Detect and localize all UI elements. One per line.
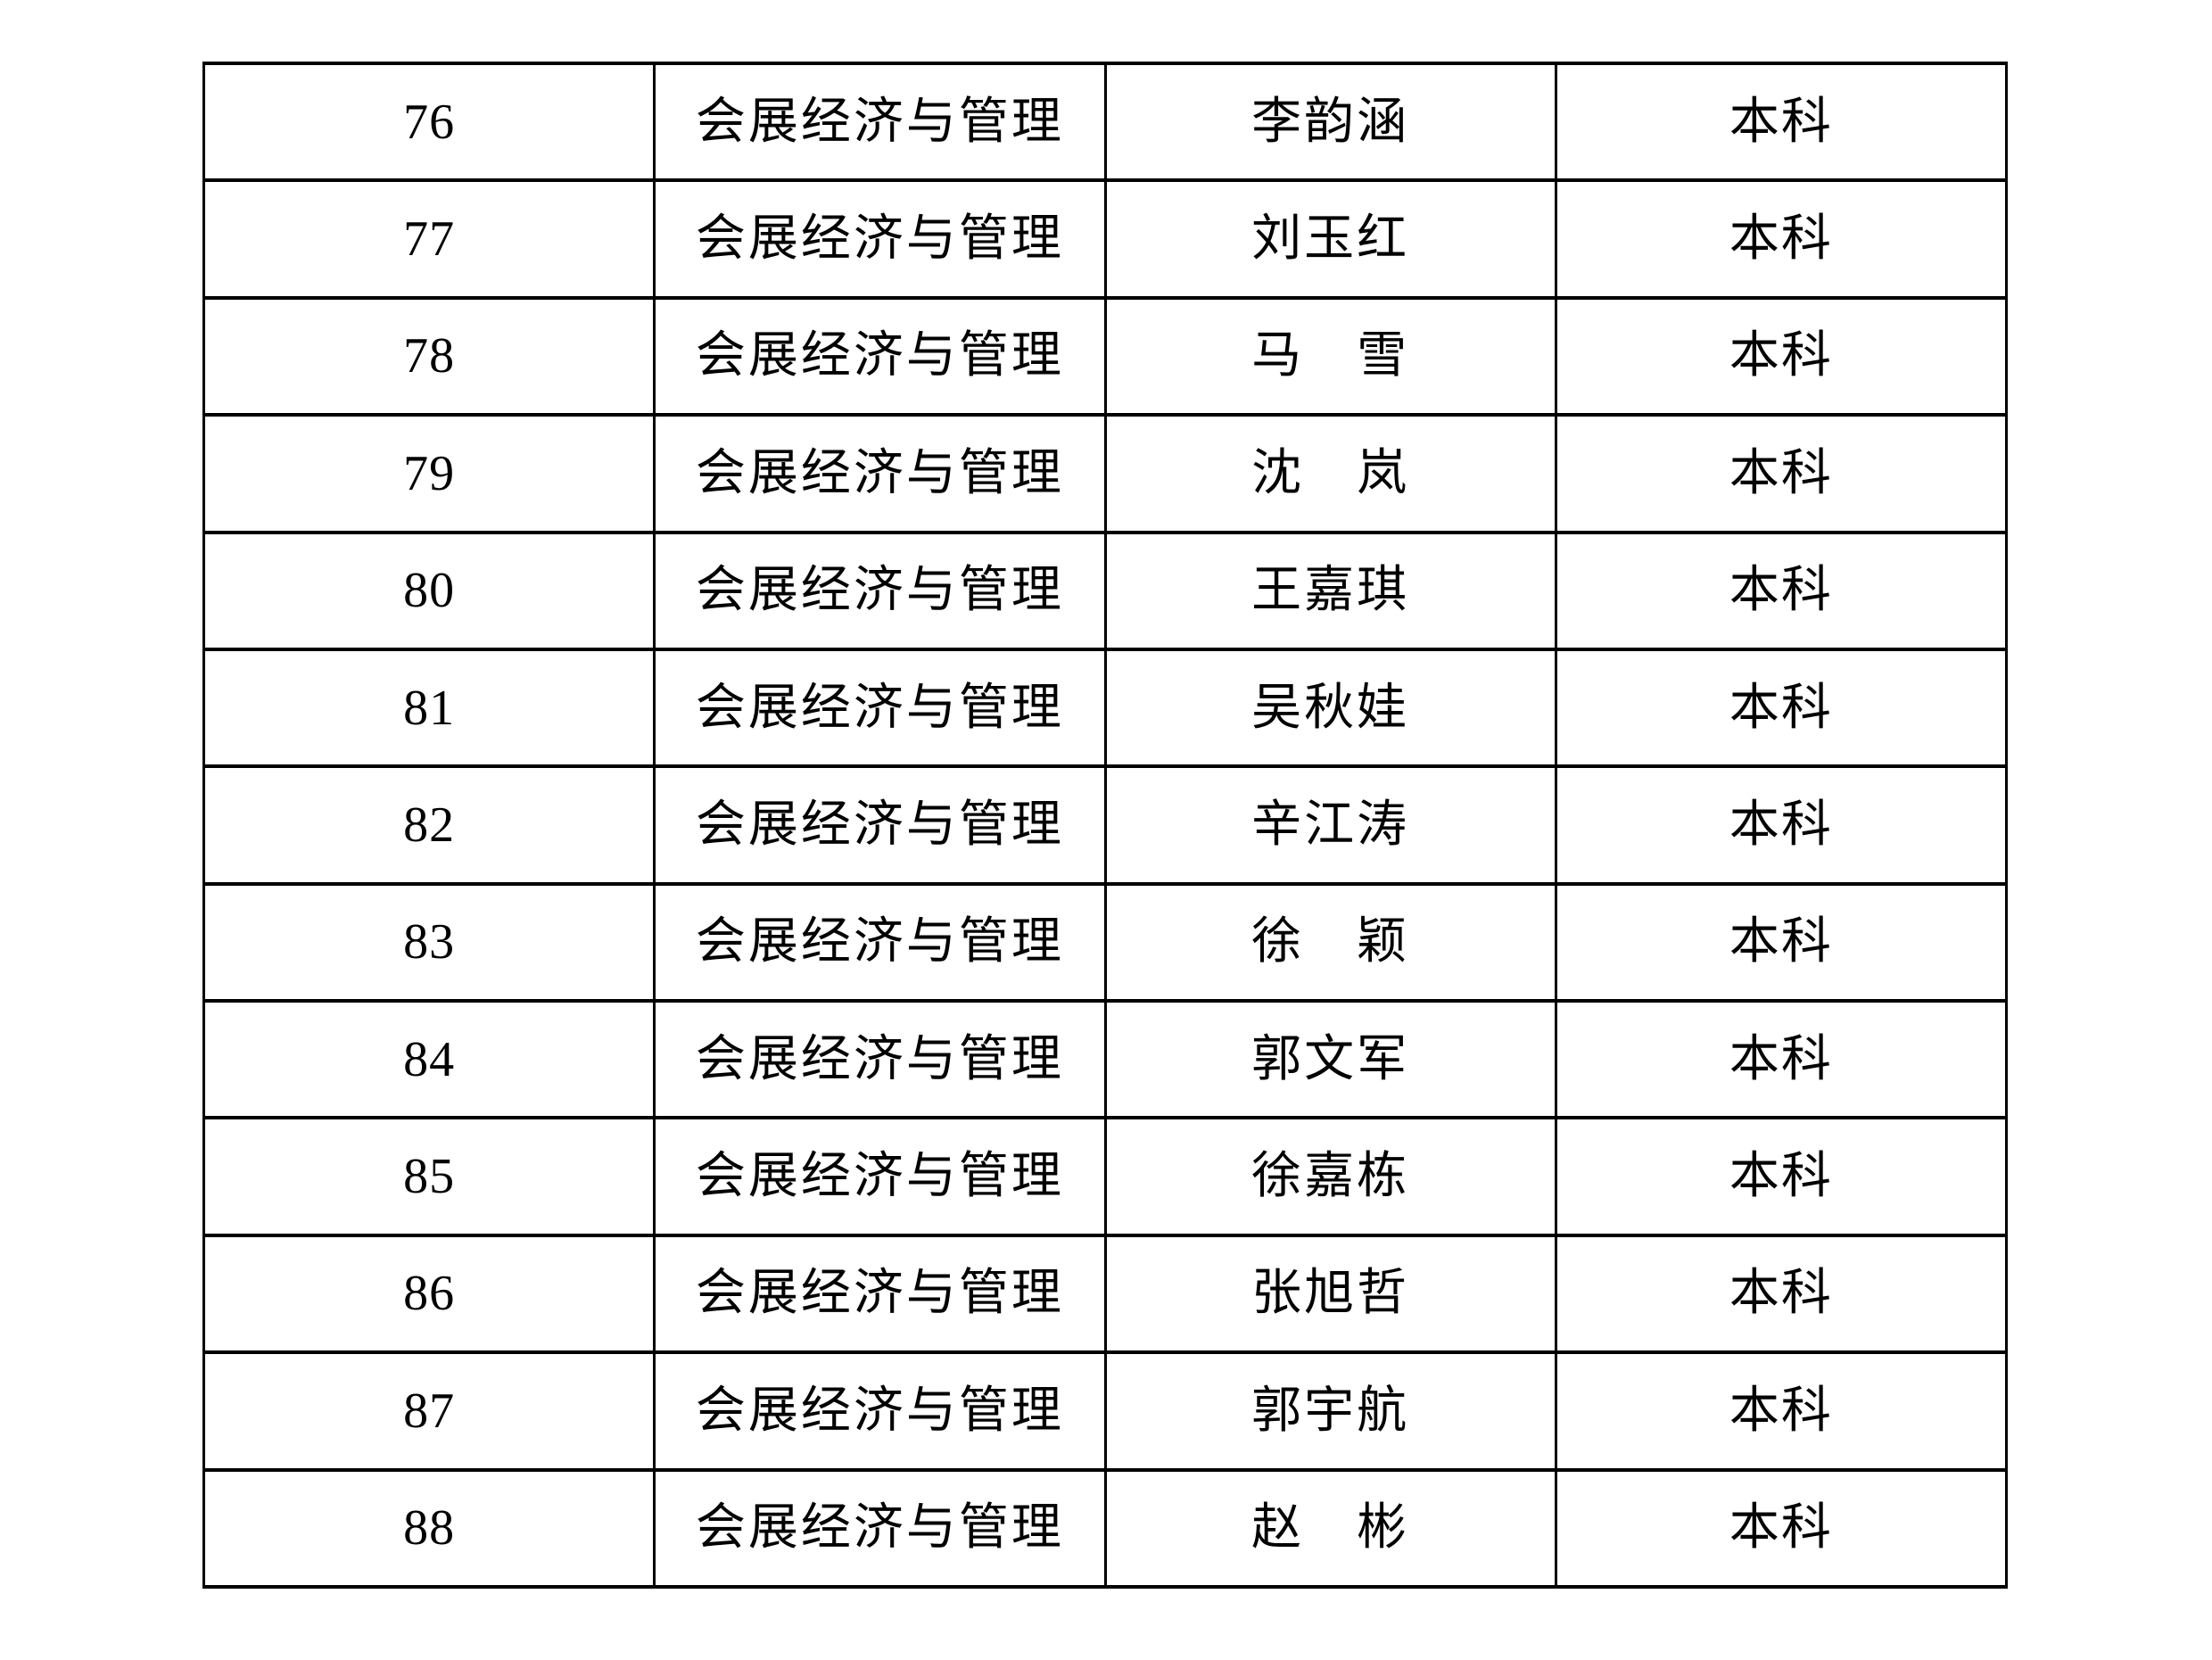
table-row: 83 会展经济与管理 徐 颖 本科 [202, 881, 2009, 1003]
student-name-cell: 辛江涛 [1103, 764, 1557, 886]
row-number-cell: 88 [202, 1467, 656, 1589]
row-number-cell: 86 [202, 1233, 656, 1355]
table-row: 84 会展经济与管理 郭文军 本科 [202, 998, 2009, 1120]
table-row: 82 会展经济与管理 辛江涛 本科 [202, 764, 2009, 886]
student-name-cell: 徐 颖 [1103, 881, 1557, 1003]
major-cell: 会展经济与管理 [653, 1467, 1107, 1589]
row-number-cell: 78 [202, 295, 656, 417]
degree-level-cell: 本科 [1554, 413, 2009, 534]
degree-level-cell: 本科 [1554, 1116, 2009, 1237]
student-name-cell: 沈 岚 [1103, 413, 1557, 534]
student-name-cell: 马 雪 [1103, 295, 1557, 417]
table-row: 87 会展经济与管理 郭宇航 本科 [202, 1350, 2009, 1472]
degree-level-cell: 本科 [1554, 647, 2009, 769]
degree-level-cell: 本科 [1554, 61, 2009, 183]
student-name-cell: 刘玉红 [1103, 178, 1557, 300]
table-row: 88 会展经济与管理 赵 彬 本科 [202, 1467, 2009, 1589]
degree-level-cell: 本科 [1554, 881, 2009, 1003]
student-name-cell: 王嘉琪 [1103, 530, 1557, 651]
major-cell: 会展经济与管理 [653, 647, 1107, 769]
student-name-cell: 李韵涵 [1103, 61, 1557, 183]
student-name-cell: 赵 彬 [1103, 1467, 1557, 1589]
degree-level-cell: 本科 [1554, 1467, 2009, 1589]
major-cell: 会展经济与管理 [653, 1116, 1107, 1237]
table-row: 81 会展经济与管理 吴秋娃 本科 [202, 647, 2009, 769]
student-name-cell: 徐嘉栋 [1103, 1116, 1557, 1237]
student-name-cell: 吴秋娃 [1103, 647, 1557, 769]
table-row: 85 会展经济与管理 徐嘉栋 本科 [202, 1116, 2009, 1237]
student-name-cell: 郭文军 [1103, 998, 1557, 1120]
major-cell: 会展经济与管理 [653, 1350, 1107, 1472]
major-cell: 会展经济与管理 [653, 530, 1107, 651]
major-cell: 会展经济与管理 [653, 881, 1107, 1003]
degree-level-cell: 本科 [1554, 764, 2009, 886]
row-number-cell: 80 [202, 530, 656, 651]
row-number-cell: 87 [202, 1350, 656, 1472]
table-row: 76 会展经济与管理 李韵涵 本科 [202, 61, 2009, 183]
major-cell: 会展经济与管理 [653, 413, 1107, 534]
row-number-cell: 84 [202, 998, 656, 1120]
degree-level-cell: 本科 [1554, 178, 2009, 300]
major-cell: 会展经济与管理 [653, 295, 1107, 417]
table-row: 80 会展经济与管理 王嘉琪 本科 [202, 530, 2009, 651]
row-number-cell: 82 [202, 764, 656, 886]
degree-level-cell: 本科 [1554, 1233, 2009, 1355]
row-number-cell: 85 [202, 1116, 656, 1237]
table-row: 77 会展经济与管理 刘玉红 本科 [202, 178, 2009, 300]
degree-level-cell: 本科 [1554, 530, 2009, 651]
student-name-cell: 郭宇航 [1103, 1350, 1557, 1472]
row-number-cell: 83 [202, 881, 656, 1003]
major-cell: 会展经济与管理 [653, 764, 1107, 886]
student-name-cell: 张旭哲 [1103, 1233, 1557, 1355]
degree-level-cell: 本科 [1554, 1350, 2009, 1472]
major-cell: 会展经济与管理 [653, 61, 1107, 183]
row-number-cell: 81 [202, 647, 656, 769]
students-table: 76 会展经济与管理 李韵涵 本科 77 会展经济与管理 刘玉红 本科 78 会… [202, 61, 2009, 1589]
table-row: 79 会展经济与管理 沈 岚 本科 [202, 413, 2009, 534]
table-row: 86 会展经济与管理 张旭哲 本科 [202, 1233, 2009, 1355]
row-number-cell: 76 [202, 61, 656, 183]
row-number-cell: 79 [202, 413, 656, 534]
students-table-body: 76 会展经济与管理 李韵涵 本科 77 会展经济与管理 刘玉红 本科 78 会… [202, 61, 2009, 1589]
major-cell: 会展经济与管理 [653, 1233, 1107, 1355]
major-cell: 会展经济与管理 [653, 998, 1107, 1120]
row-number-cell: 77 [202, 178, 656, 300]
degree-level-cell: 本科 [1554, 998, 2009, 1120]
major-cell: 会展经济与管理 [653, 178, 1107, 300]
degree-level-cell: 本科 [1554, 295, 2009, 417]
table-row: 78 会展经济与管理 马 雪 本科 [202, 295, 2009, 417]
